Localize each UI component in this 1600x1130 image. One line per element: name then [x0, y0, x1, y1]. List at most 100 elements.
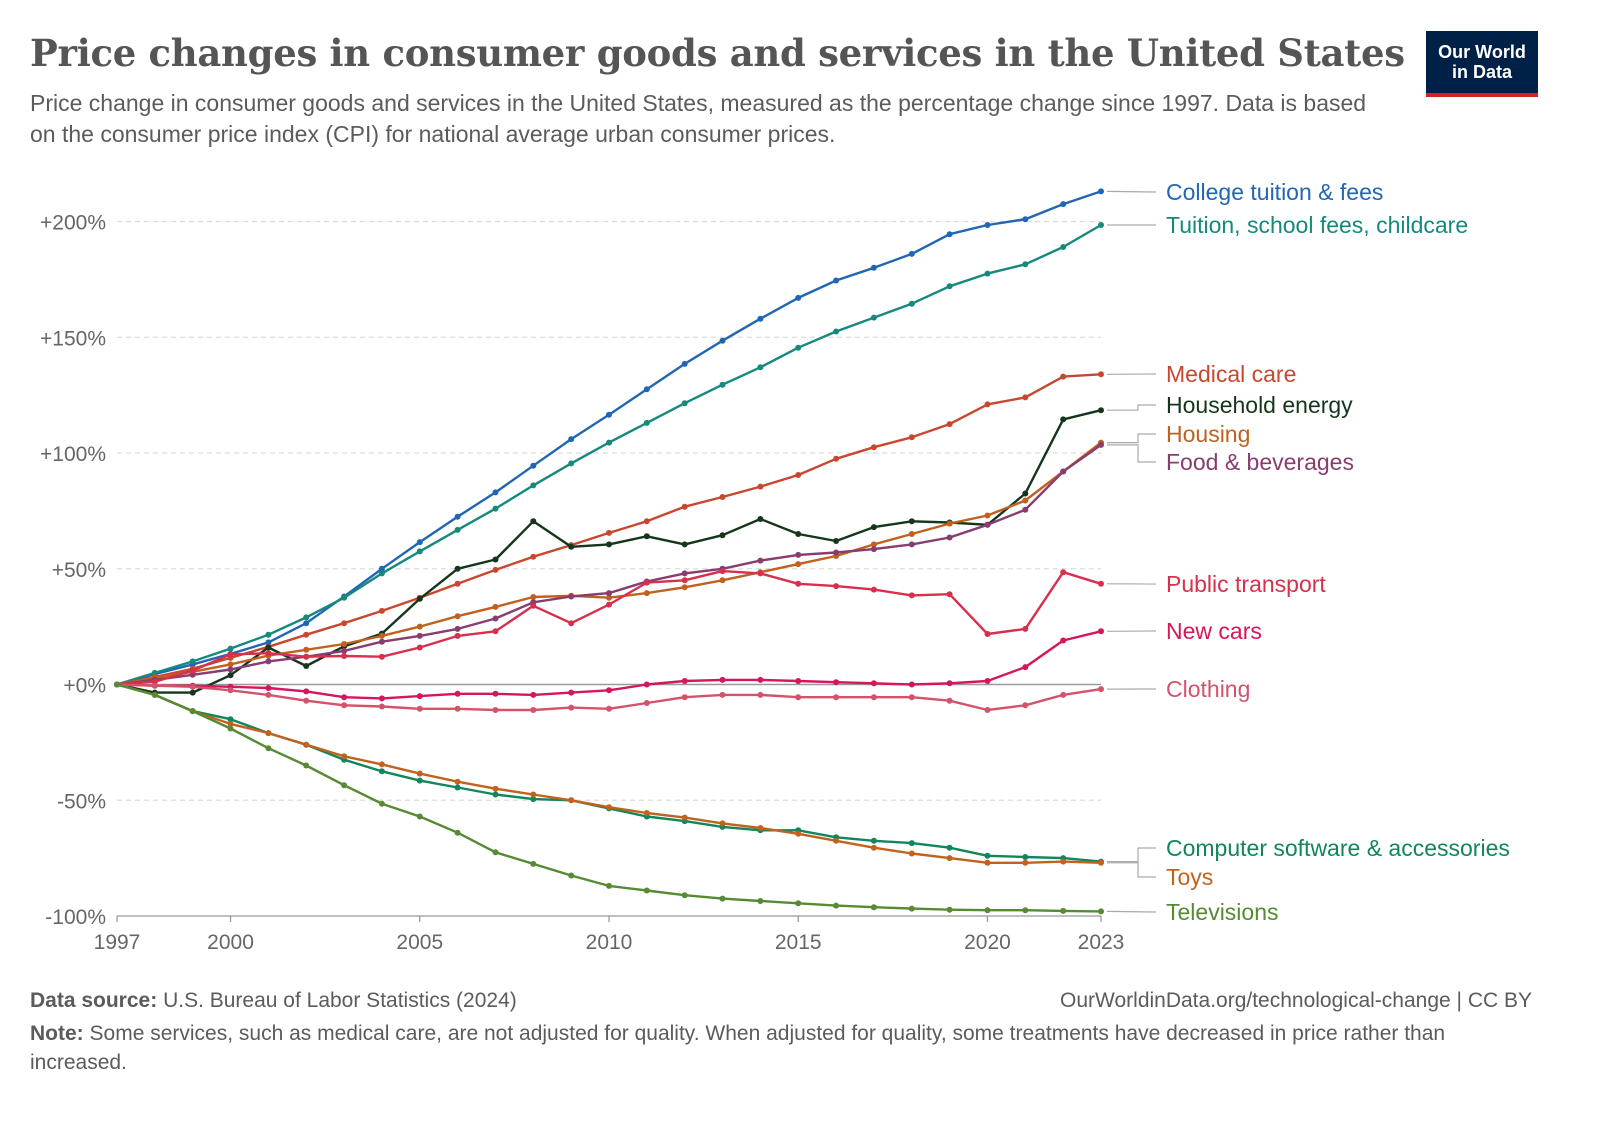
data-point — [530, 553, 537, 560]
data-point — [378, 695, 385, 702]
data-point — [681, 892, 688, 899]
data-point — [833, 679, 840, 686]
data-point — [227, 720, 234, 727]
data-point — [151, 669, 158, 676]
data-point — [1060, 907, 1067, 914]
data-point — [265, 745, 272, 752]
label-connector — [1106, 910, 1157, 913]
data-point — [984, 907, 991, 914]
data-point — [795, 472, 802, 478]
data-point — [227, 672, 234, 679]
data-point — [1098, 407, 1104, 414]
data-point — [833, 538, 840, 544]
data-point — [1098, 686, 1104, 693]
series-label: Tuition, school fees, childcare — [1166, 212, 1468, 238]
data-point — [151, 682, 158, 689]
data-point — [908, 434, 915, 441]
owid-logo[interactable]: Our World in Data — [1426, 31, 1538, 97]
data-point — [568, 620, 575, 627]
data-point — [681, 577, 688, 584]
data-point — [1022, 702, 1029, 709]
data-point — [606, 594, 612, 601]
data-point — [416, 595, 423, 602]
data-point — [151, 691, 158, 698]
data-point — [643, 518, 650, 525]
data-point — [606, 601, 612, 608]
y-tick-label: -50% — [57, 790, 106, 813]
data-point — [870, 837, 877, 844]
data-point — [530, 482, 537, 489]
data-point — [1060, 569, 1067, 576]
data-point — [757, 315, 764, 322]
series-label: Medical care — [1166, 361, 1296, 387]
data-point — [568, 797, 575, 804]
data-point — [1060, 244, 1067, 250]
data-point — [719, 820, 726, 827]
data-point — [984, 512, 991, 519]
data-point — [984, 859, 991, 866]
data-point — [719, 577, 726, 584]
data-point — [416, 632, 423, 639]
data-point — [303, 614, 310, 621]
series-label: Household energy — [1166, 392, 1353, 418]
line-chart: -100% -50% +0% +50% +100% +150% +200% 1997 2000 2… — [40, 179, 1510, 954]
data-point — [265, 650, 272, 657]
data-point — [454, 778, 461, 785]
data-point — [870, 844, 877, 851]
data-point — [492, 791, 499, 798]
data-point — [908, 592, 915, 599]
data-source-text[interactable]: U.S. Bureau of Labor Statistics (2024) — [163, 989, 517, 1012]
data-point — [833, 902, 840, 909]
y-tick-label: -100% — [45, 906, 106, 929]
data-point — [530, 594, 537, 600]
data-point — [1022, 625, 1029, 632]
data-point — [189, 667, 196, 674]
data-point — [946, 844, 953, 851]
data-point — [1098, 908, 1104, 915]
data-point — [416, 644, 423, 651]
data-point — [416, 548, 423, 555]
data-point — [378, 607, 385, 614]
data-point — [908, 518, 915, 525]
data-point — [303, 688, 310, 695]
data-point — [189, 683, 196, 690]
data-point — [530, 462, 537, 469]
data-point — [984, 852, 991, 859]
data-point — [227, 725, 234, 732]
data-point — [757, 898, 764, 904]
data-point — [303, 762, 310, 769]
data-point — [303, 663, 310, 669]
data-point — [643, 681, 650, 688]
x-tick-label: 2015 — [775, 931, 822, 954]
data-point — [870, 694, 877, 701]
data-point — [681, 400, 688, 407]
data-point — [833, 837, 840, 844]
data-point — [643, 419, 650, 426]
data-point — [1098, 580, 1104, 587]
note-text: Some services, such as medical care, are… — [30, 1022, 1446, 1074]
data-point — [378, 800, 385, 807]
data-point — [719, 494, 726, 500]
data-point — [1022, 261, 1029, 268]
data-point — [870, 444, 877, 451]
data-point — [303, 620, 310, 627]
data-point — [606, 439, 612, 446]
data-point — [530, 796, 537, 803]
data-point — [227, 716, 234, 723]
data-point — [1022, 664, 1029, 671]
data-point — [454, 784, 461, 791]
data-point — [1022, 907, 1029, 914]
data-point — [492, 615, 499, 622]
data-point — [454, 625, 461, 632]
data-point — [908, 250, 915, 257]
data-point — [265, 685, 272, 691]
data-point — [795, 294, 802, 301]
credit-link[interactable]: OurWorldinData.org/technological-change … — [1060, 989, 1532, 1012]
data-point — [795, 551, 802, 558]
data-point — [416, 777, 423, 784]
data-point — [303, 741, 310, 748]
data-point — [757, 825, 764, 831]
series-line — [116, 569, 1102, 686]
data-point — [795, 561, 802, 568]
data-point — [870, 546, 877, 553]
